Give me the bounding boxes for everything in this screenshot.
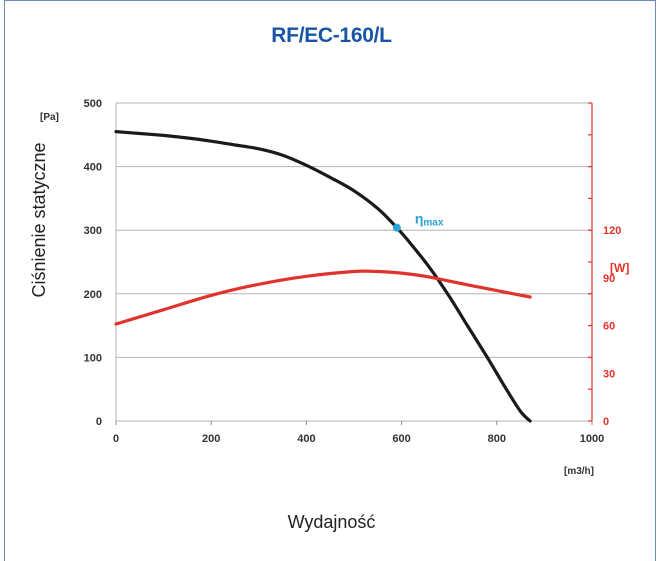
y2-tick-label: 120 [603,225,621,237]
x-tick-label: 600 [392,433,410,445]
y2-tick-label: 30 [603,368,615,380]
y-tick-label: 100 [84,352,102,364]
x-tick-label: 0 [113,433,119,445]
chart-title: RF/EC-160/L [271,24,392,47]
x-tick-label: 400 [297,433,315,445]
y2-tick-label: 60 [603,321,615,333]
y2-tick-label: 90 [603,273,615,285]
pressure-curve-line [114,130,532,423]
y-tick-label: 200 [84,289,102,301]
y-tick-label: 400 [84,162,102,174]
chart-frame [4,0,656,561]
y-tick-label: 0 [96,416,102,428]
eta-max-point [392,223,401,232]
eta-max-label: ηmax [415,211,444,229]
x-unit-label: [m3/h] [564,466,594,477]
x-tick-label: 1000 [580,433,604,445]
power-curve-line [114,269,532,326]
y-unit-label: [Pa] [40,112,59,123]
y-tick-label: 300 [84,225,102,237]
x-axis-title: Wydajność [287,512,376,532]
y2-unit-label: [W] [610,261,629,275]
y-tick-label: 500 [84,98,102,110]
x-tick-label: 800 [488,433,506,445]
y2-tick-label: 0 [603,416,609,428]
x-tick-label: 200 [202,433,220,445]
